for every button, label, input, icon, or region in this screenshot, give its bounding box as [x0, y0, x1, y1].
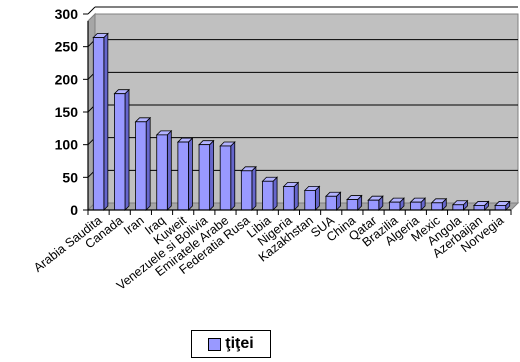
bar — [409, 197, 427, 211]
bar-side — [230, 141, 236, 211]
y-tick-label: 200 — [55, 71, 79, 87]
bar-side — [251, 165, 257, 211]
bar-chart: 0 50 100 150 200 250 300 Arabia SauditaCanadaI… — [31, 6, 520, 293]
y-tick-label: 100 — [55, 137, 79, 153]
bar — [473, 200, 490, 211]
bar-front — [346, 199, 359, 211]
bar — [155, 129, 173, 211]
bar-front — [494, 205, 507, 211]
bar-side — [293, 181, 299, 211]
bar — [451, 199, 469, 211]
bar — [219, 141, 236, 211]
bar-front — [135, 121, 147, 211]
bar — [261, 176, 279, 211]
bar-front — [388, 201, 401, 211]
bar-front — [92, 37, 105, 211]
bar — [388, 197, 405, 211]
gridline-diagonal — [87, 6, 96, 15]
legend-label: ţiţei — [225, 335, 254, 352]
bar-front — [198, 144, 211, 211]
x-axis: Arabia SauditaCanadaIranIraqKuweitVenezu… — [31, 209, 512, 293]
bar — [282, 181, 300, 211]
bar-front — [283, 186, 295, 211]
bar-front — [262, 180, 274, 211]
bar-front — [431, 202, 443, 211]
plot-area — [86, 6, 520, 212]
bar — [113, 88, 130, 211]
bar — [494, 200, 511, 211]
bar — [176, 137, 194, 211]
bar-front — [219, 145, 232, 211]
bar — [367, 195, 384, 211]
bar-front — [452, 204, 464, 211]
y-tick-label: 300 — [55, 6, 79, 22]
y-tick-label: 0 — [70, 202, 78, 218]
bar-front — [177, 141, 189, 211]
bar-side — [124, 88, 130, 211]
y-tick-label: 50 — [62, 169, 78, 185]
bar-front — [240, 170, 253, 211]
bar — [198, 139, 215, 211]
bar-front — [304, 189, 316, 211]
bar-side — [272, 176, 278, 211]
bar — [303, 185, 321, 211]
bar — [430, 197, 448, 211]
bar-side — [103, 32, 109, 211]
bar-front — [367, 199, 380, 211]
bar-front — [473, 205, 485, 211]
bar-side — [188, 137, 193, 211]
bar-front — [325, 195, 337, 211]
bar — [92, 32, 109, 211]
legend-swatch — [208, 337, 222, 351]
bar — [134, 116, 152, 211]
bar-side — [166, 129, 172, 211]
bar-side — [209, 139, 215, 211]
y-tick-label: 250 — [55, 39, 79, 55]
bar — [324, 191, 342, 211]
y-axis: 0 50 100 150 200 250 300 — [55, 6, 89, 218]
bar-side — [145, 116, 151, 211]
bar-front — [156, 134, 168, 211]
y-tick-label: 150 — [55, 104, 79, 120]
bar — [346, 194, 363, 211]
legend: ţiţei — [191, 330, 271, 358]
bar-front — [410, 201, 422, 211]
bar — [240, 165, 257, 211]
bars — [92, 32, 511, 211]
bar-front — [114, 93, 126, 211]
